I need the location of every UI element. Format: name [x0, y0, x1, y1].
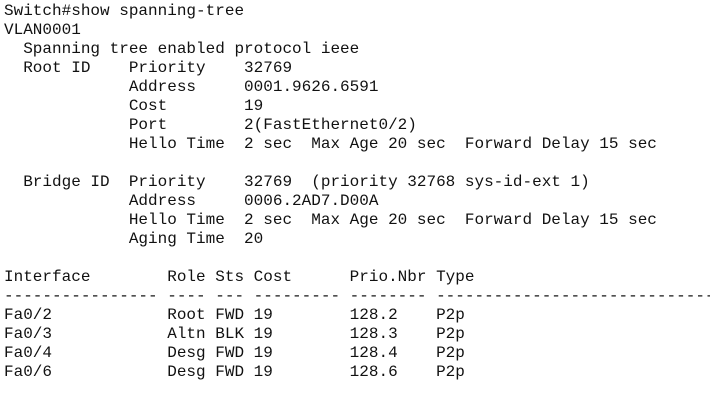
bridge-id-timers: Hello Time 2 sec Max Age 20 sec Forward … [4, 211, 657, 229]
command-line: Switch#show spanning-tree [4, 2, 245, 20]
bridge-id-aging: Aging Time 20 [4, 230, 264, 248]
interface-row-fa0-6: Fa0/6 Desg FWD 19 128.6 P2p [4, 363, 465, 381]
terminal-output: Switch#show spanning-tree VLAN0001 Spann… [4, 2, 710, 405]
interface-row-fa0-4: Fa0/4 Desg FWD 19 128.4 P2p [4, 344, 465, 362]
root-id-priority: Root ID Priority 32769 [4, 59, 293, 77]
bridge-id-priority: Bridge ID Priority 32769 (priority 32768… [4, 173, 590, 191]
bridge-id-address: Address 0006.2AD7.D00A [4, 192, 379, 210]
root-id-port: Port 2(FastEthernet0/2) [4, 116, 417, 134]
interface-table-header: Interface Role Sts Cost Prio.Nbr Type [4, 268, 475, 286]
interface-row-fa0-2: Fa0/2 Root FWD 19 128.2 P2p [4, 306, 465, 324]
interface-row-fa0-3: Fa0/3 Altn BLK 19 128.3 P2p [4, 325, 465, 343]
cut-off-line: . . [4, 395, 53, 405]
root-id-timers: Hello Time 2 sec Max Age 20 sec Forward … [4, 135, 657, 153]
protocol-line: Spanning tree enabled protocol ieee [4, 40, 360, 58]
root-id-address: Address 0001.9626.6591 [4, 78, 379, 96]
root-id-cost: Cost 19 [4, 97, 264, 115]
interface-table-divider: ---------------- ---- --- --------- ----… [4, 287, 710, 305]
vlan-header: VLAN0001 [4, 21, 81, 39]
